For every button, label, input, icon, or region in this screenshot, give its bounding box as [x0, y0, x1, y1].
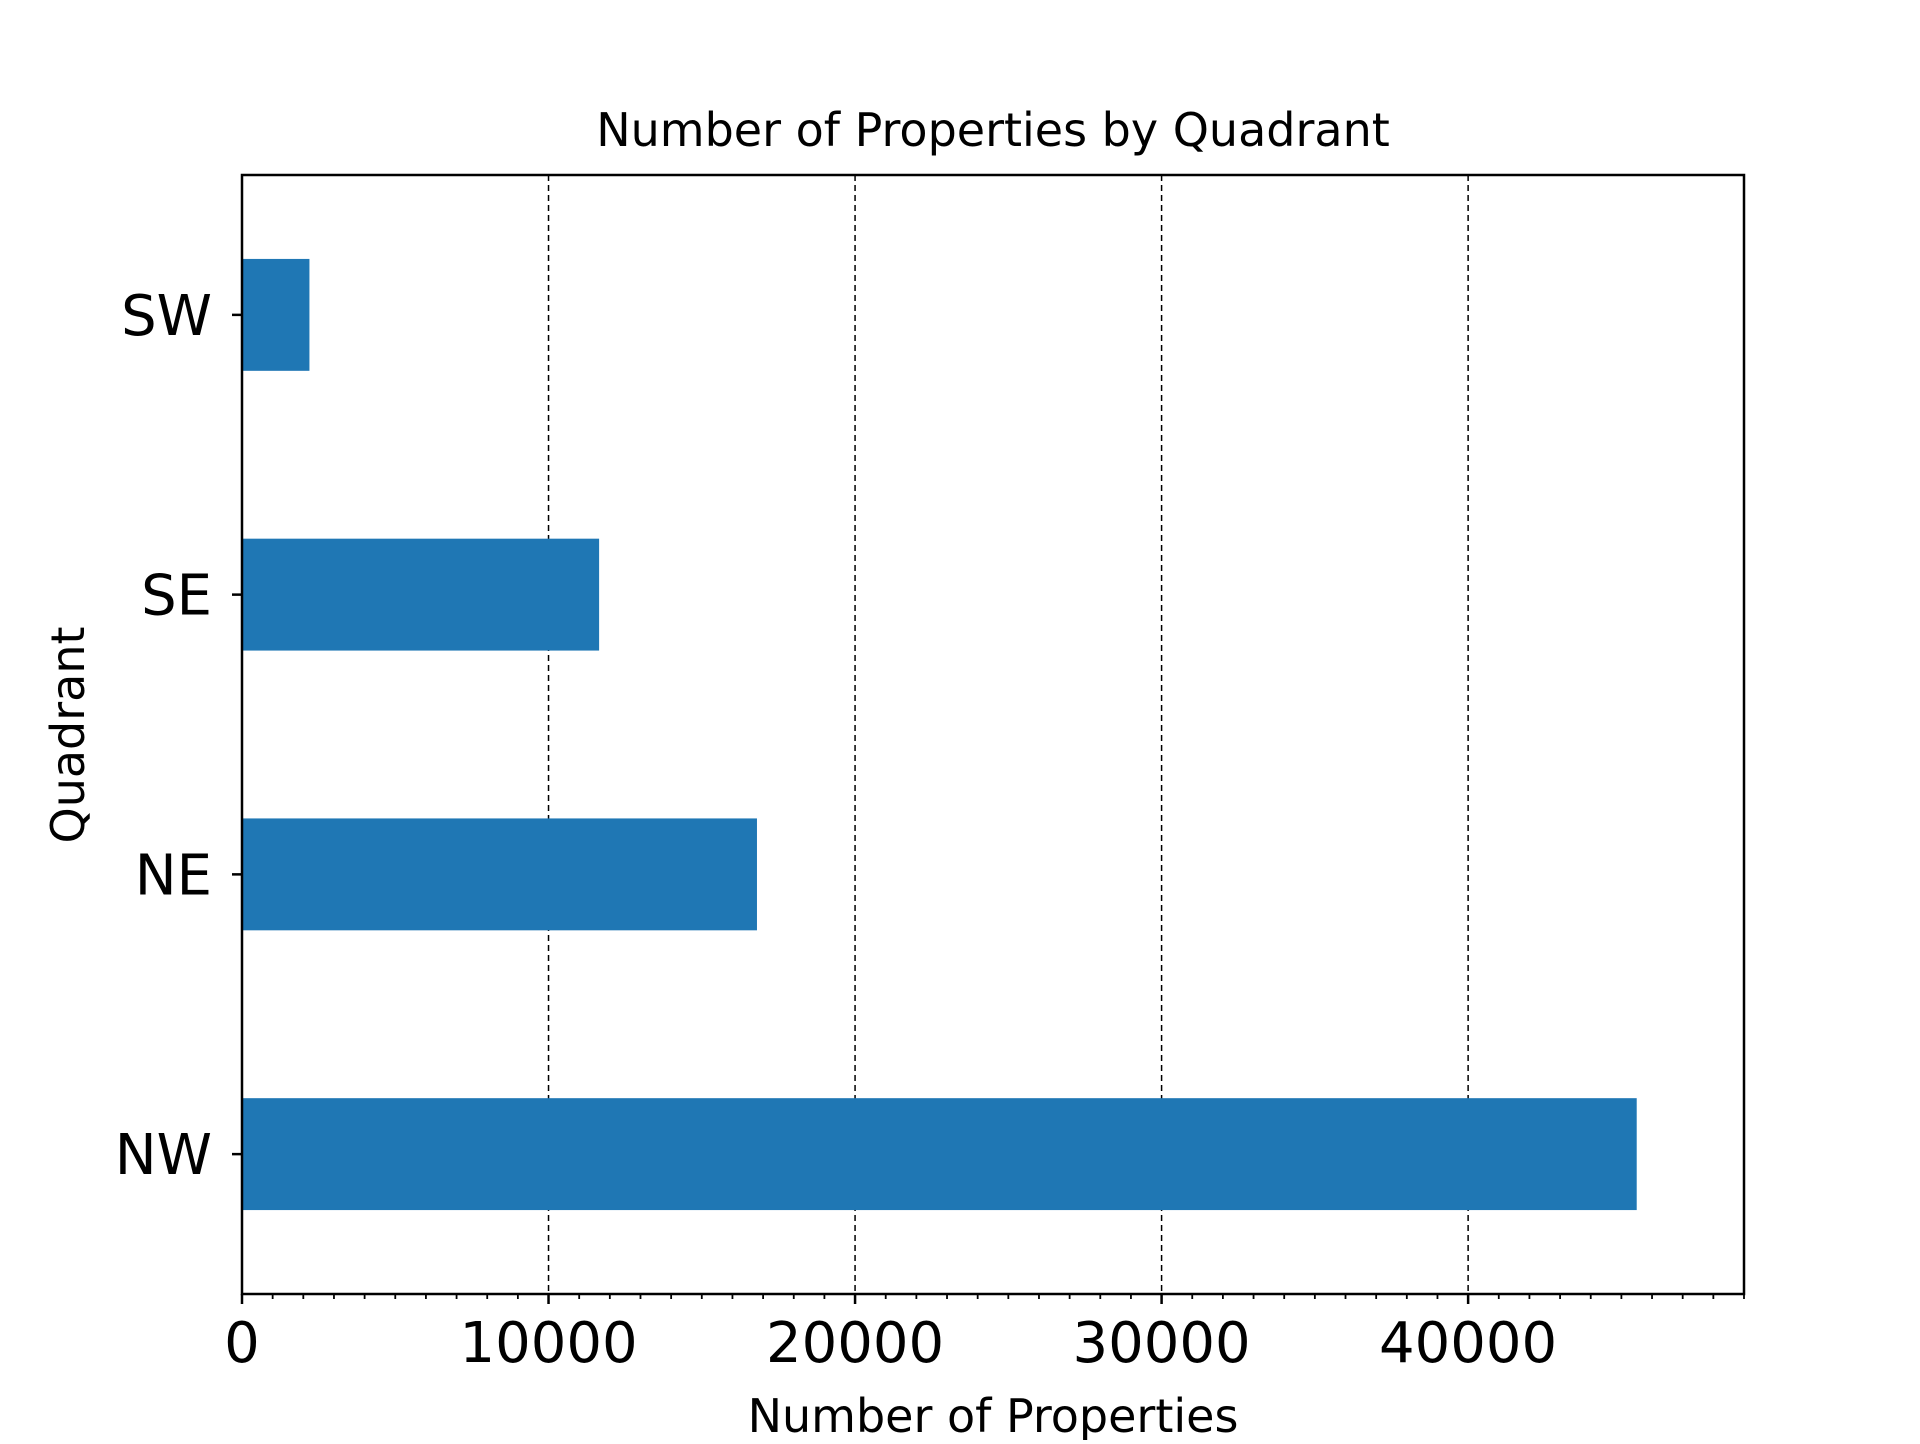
chart-title: Number of Properties by Quadrant: [596, 103, 1390, 157]
x-tick-label: 0: [224, 1311, 260, 1376]
x-tick-label: 20000: [766, 1311, 944, 1376]
y-tick-label-nw: NW: [115, 1123, 212, 1188]
bar-nw: [242, 1098, 1637, 1211]
bar-se: [242, 538, 600, 651]
x-axis-ticks: 0 10000 20000 30000 40000: [224, 1294, 1745, 1376]
y-axis-label: Quadrant: [41, 626, 95, 843]
plot-frame: [240, 173, 1746, 1296]
y-tick-label-se: SE: [141, 564, 212, 629]
x-tick-label: 30000: [1073, 1311, 1251, 1376]
y-axis-ticks: NW NE SE SW: [115, 284, 242, 1188]
x-tick-label: 10000: [459, 1311, 637, 1376]
bar-ne: [242, 818, 757, 931]
bar-sw: [242, 258, 310, 371]
y-tick-label-sw: SW: [121, 284, 212, 349]
x-tick-label: 40000: [1379, 1311, 1557, 1376]
bars: [242, 258, 1637, 1211]
y-tick-label-ne: NE: [135, 843, 212, 908]
x-axis-label: Number of Properties: [748, 1389, 1239, 1440]
